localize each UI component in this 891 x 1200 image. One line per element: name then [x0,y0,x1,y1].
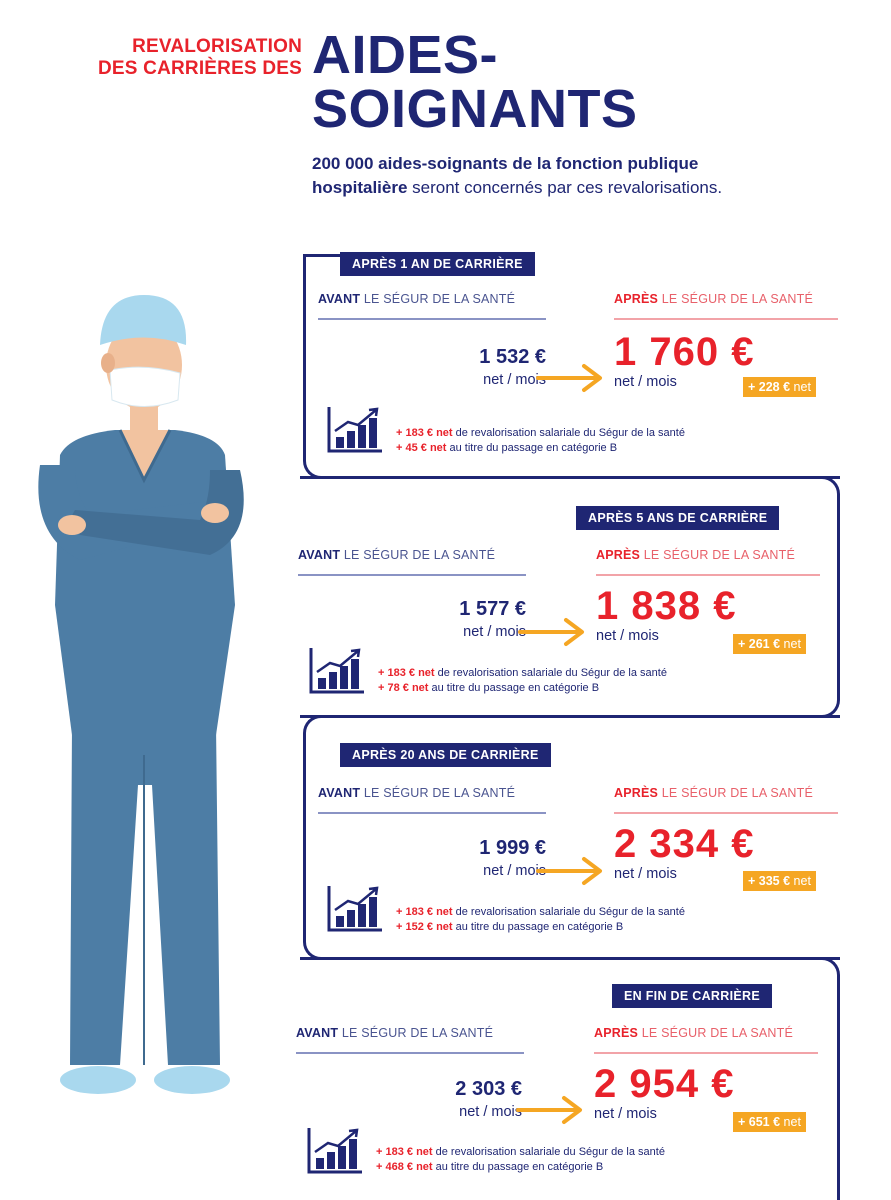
before-amount-3: 1 999 € [479,837,546,859]
avant-rule-1 [318,318,546,320]
gain-badge-3: + 335 € net [743,871,816,891]
avant-header-1: AVANT LE SÉGUR DE LA SANTÉ [318,292,516,306]
avant-rule-3 [318,812,546,814]
apres-header-3: APRÈS LE SÉGUR DE LA SANTÉ [614,786,814,800]
gain-badge-4: + 651 € net [733,1112,806,1132]
detail-line-3b: + 152 € net au titre du passage en catég… [396,921,624,933]
avant-header-4: AVANT LE SÉGUR DE LA SANTÉ [296,1026,494,1040]
apres-header-1: APRÈS LE SÉGUR DE LA SANTÉ [614,292,814,306]
detail-line-1b: + 45 € net au titre du passage en catégo… [396,442,618,454]
after-amount-1: 1 760 € [614,330,755,374]
section-tag-3: APRÈS 20 ANS DE CARRIÈRE [340,743,551,767]
bar-chart-icon [327,886,382,932]
bar-chart-icon [307,1128,362,1174]
after-unit-1: net / mois [614,374,677,390]
after-unit-4: net / mois [594,1106,657,1122]
kicker-line-1: REVALORISATION [132,36,302,57]
gain-badge-2: + 261 € net [733,634,806,654]
bar-chart-icon [327,407,382,453]
arrow-icon [536,857,602,885]
detail-line-1a: + 183 € net de revalorisation salariale … [396,427,685,439]
subtitle-bold-2: hospitalière [312,178,408,197]
avant-header-3: AVANT LE SÉGUR DE LA SANTÉ [318,786,516,800]
before-amount-4: 2 303 € [455,1078,522,1100]
detail-line-2a: + 183 € net de revalorisation salariale … [378,667,667,679]
detail-line-4b: + 468 € net au titre du passage en catég… [376,1161,604,1173]
arrow-icon [536,364,602,392]
after-amount-2: 1 838 € [596,584,737,628]
detail-line-2b: + 78 € net au titre du passage en catégo… [378,682,600,694]
avant-rule-4 [296,1052,524,1054]
title-line-1: AIDES- [312,25,499,85]
apres-rule-4 [594,1052,818,1054]
section-tag-2: APRÈS 5 ANS DE CARRIÈRE [576,506,780,530]
before-amount-1: 1 532 € [479,346,546,368]
apres-rule-1 [614,318,838,320]
avant-header-2: AVANT LE SÉGUR DE LA SANTÉ [298,548,496,562]
kicker-line-2: DES CARRIÈRES DES [98,58,302,79]
apres-rule-3 [614,812,838,814]
detail-line-4a: + 183 € net de revalorisation salariale … [376,1146,665,1158]
title-line-2: SOIGNANTS [312,79,638,139]
section-tag-1: APRÈS 1 AN DE CARRIÈRE [340,252,535,276]
after-unit-2: net / mois [596,628,659,644]
frame-section-4 [300,957,840,1200]
after-amount-4: 2 954 € [594,1062,735,1106]
before-unit-2: net / mois [463,624,526,640]
apres-header-4: APRÈS LE SÉGUR DE LA SANTÉ [594,1026,794,1040]
subtitle-rest: seront concernés par ces revalorisations… [407,178,723,197]
detail-line-3a: + 183 € net de revalorisation salariale … [396,906,685,918]
arrow-icon [518,618,584,646]
subtitle: 200 000 aides-soignants de la fonction p… [312,152,872,200]
gain-badge-1: + 228 € net [743,377,816,397]
before-unit-4: net / mois [459,1104,522,1120]
before-unit-1: net / mois [483,372,546,388]
before-amount-2: 1 577 € [459,598,526,620]
before-unit-3: net / mois [483,863,546,879]
after-amount-3: 2 334 € [614,822,755,866]
avant-rule-2 [298,574,526,576]
kicker: REVALORISATION DES CARRIÈRES DES [70,36,302,80]
after-unit-3: net / mois [614,866,677,882]
page-title: AIDES- SOIGNANTS [312,28,638,136]
arrow-icon [516,1096,582,1124]
apres-rule-2 [596,574,820,576]
nurse-illustration [38,295,244,1094]
frame-top-1 [303,254,343,257]
apres-header-2: APRÈS LE SÉGUR DE LA SANTÉ [596,548,796,562]
subtitle-bold-1: 200 000 aides-soignants de la fonction p… [312,154,699,173]
bar-chart-icon [309,648,364,694]
section-tag-4: EN FIN DE CARRIÈRE [612,984,772,1008]
